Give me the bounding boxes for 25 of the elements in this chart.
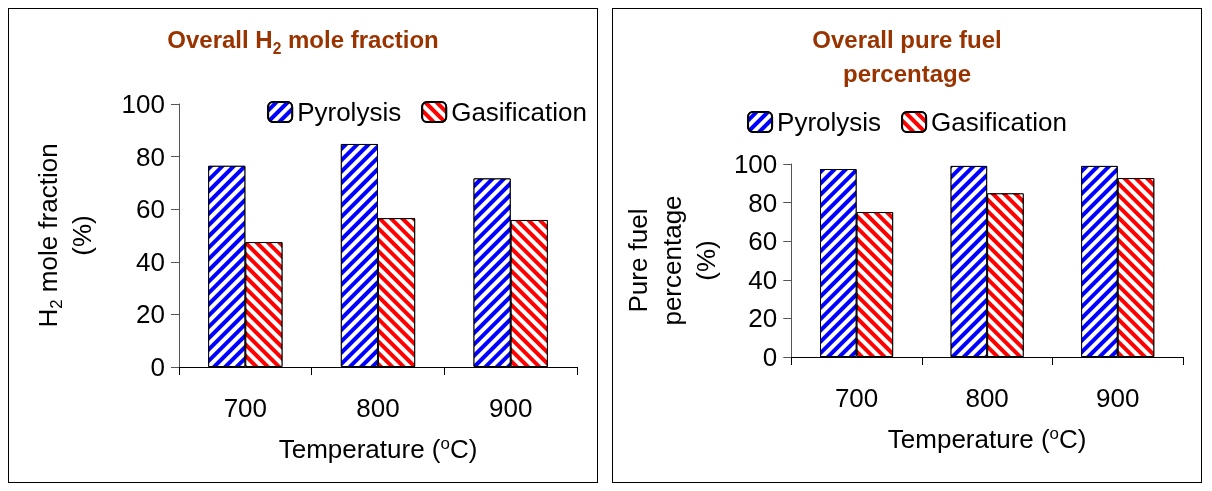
y-tick-label: 20 [748, 303, 778, 334]
y-tick-label: 40 [748, 264, 778, 295]
y-axis-title: H2 mole fraction (%) [33, 143, 97, 328]
y-tick-label: 80 [136, 141, 165, 172]
x-tick-label: 800 [356, 393, 400, 423]
y-tick-label: 60 [748, 226, 778, 257]
legend-label: Gasification [451, 97, 587, 127]
y-tick-label: 100 [121, 89, 165, 119]
x-tick-label: 700 [834, 383, 879, 413]
legend-label: Gasification [931, 107, 1067, 137]
x-tick-label: 700 [223, 393, 268, 423]
y-tick-label: 0 [150, 352, 165, 382]
y-tick-label: 40 [136, 246, 165, 277]
y-tick-label: 0 [762, 342, 778, 372]
y-tick-label: 60 [136, 194, 165, 225]
y-tick-label: 20 [136, 299, 165, 330]
y-tick-label: 80 [748, 187, 778, 218]
x-tick-label: 800 [965, 383, 1009, 413]
chart-title: Overall pure fuel percentage [812, 25, 1002, 87]
y-tick-label: 100 [733, 149, 778, 179]
legend-label: Pyrolysis [777, 107, 882, 137]
y-axis-title: Pure fuel percentage (%) [623, 195, 721, 326]
x-tick-label: 900 [1096, 383, 1140, 413]
x-tick-label: 900 [488, 393, 533, 423]
legend-label: Pyrolysis [297, 97, 402, 127]
